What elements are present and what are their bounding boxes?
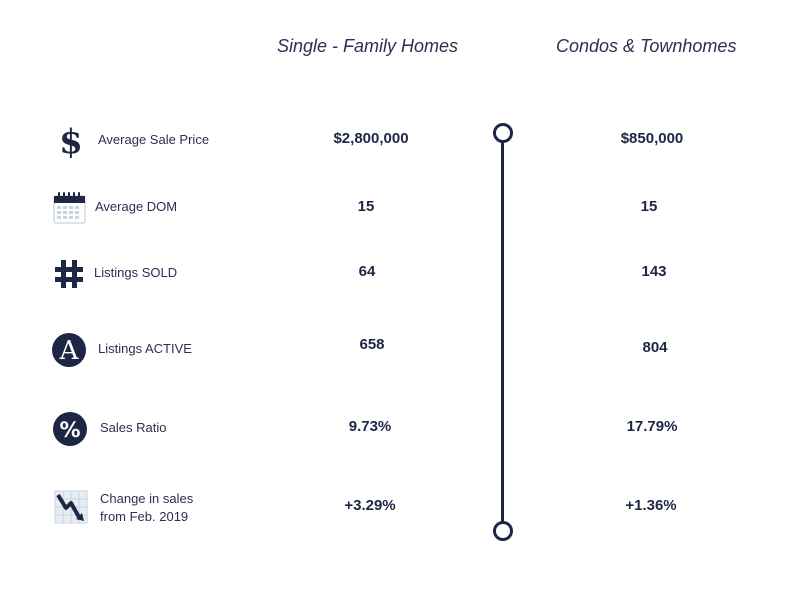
calendar-icon: [53, 190, 86, 224]
value-single-family-listings-active: 658: [359, 336, 385, 353]
timeline-node-top: [493, 123, 513, 143]
header-condos-townhomes: Condos & Townhomes: [556, 36, 737, 56]
value-condos-change-in-sales: +1.36%: [625, 497, 677, 514]
svg-text:$: $: [59, 122, 83, 158]
svg-text:A: A: [59, 336, 80, 366]
value-single-family-change-in-sales: +3.29%: [344, 497, 396, 514]
value-single-family-sales-ratio: 9.73%: [348, 418, 392, 435]
row-label-listings-sold: Listings SOLD: [94, 265, 178, 280]
row-label-average-dom: Average DOM: [95, 199, 178, 214]
svg-text:%: %: [59, 418, 80, 442]
value-condos-average-sale-price: $850,000: [620, 130, 684, 147]
value-single-family-average-sale-price: $2,800,000: [333, 130, 409, 147]
timeline-node-bottom: [493, 521, 513, 541]
letter-a-icon: A: [51, 332, 87, 368]
row-label-listings-active: Listings ACTIVE: [98, 341, 192, 356]
row-label-sales-ratio: Sales Ratio: [100, 420, 167, 435]
chart-down-icon: [54, 490, 88, 524]
value-condos-sales-ratio: 17.79%: [626, 418, 678, 435]
percent-icon: %: [52, 411, 88, 447]
row-label-average-sale-price: Average Sale Price: [98, 132, 210, 147]
value-condos-listings-active: 804: [642, 339, 668, 356]
value-condos-listings-sold: 143: [641, 263, 667, 280]
row-label-change-in-sales-line2: from Feb. 2019: [100, 509, 189, 524]
value-condos-average-dom: 15: [640, 198, 658, 215]
row-label-change-in-sales-line1: Change in sales: [100, 491, 194, 506]
value-single-family-listings-sold: 64: [358, 263, 376, 280]
hash-icon: [54, 258, 84, 290]
timeline-line: [501, 140, 504, 524]
header-single-family: Single - Family Homes: [277, 36, 459, 56]
value-single-family-average-dom: 15: [357, 198, 375, 215]
dollar-icon: $: [58, 122, 84, 158]
